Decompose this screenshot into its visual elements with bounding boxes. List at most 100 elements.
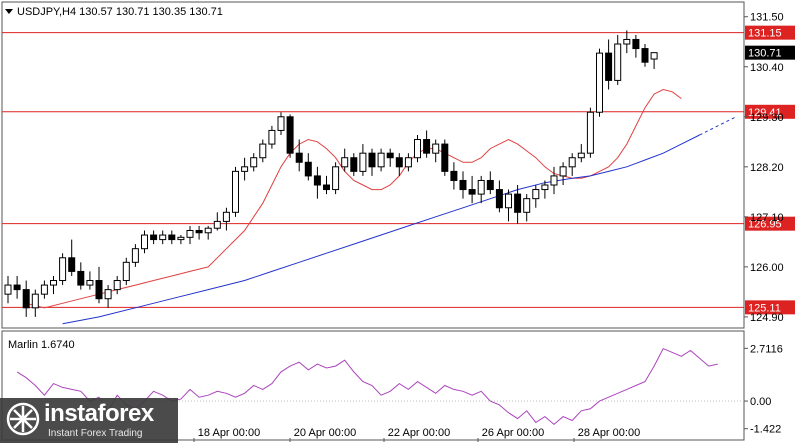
bull-candle: [122, 261, 130, 282]
bear-candle: [68, 257, 76, 272]
bull-candle: [50, 280, 57, 286]
oscillator-axis: 2.7116 0.00 -1.422: [744, 343, 783, 436]
time-tick-label: 22 Apr 00:00: [388, 427, 450, 439]
bull-candle: [623, 38, 631, 45]
bear-candle: [13, 284, 21, 291]
bull-candle: [31, 293, 39, 309]
bear-candle: [386, 152, 394, 159]
bear-candle: [423, 139, 431, 154]
bull-candle: [241, 166, 249, 172]
slow-ma-projection: [699, 116, 737, 136]
current-price-label: 130.71: [748, 48, 782, 60]
bull-candle: [332, 166, 340, 191]
bull-candle: [213, 220, 221, 229]
bull-candle: [596, 52, 603, 113]
bear-candle: [286, 116, 294, 154]
bear-candle: [313, 175, 321, 186]
bull-candle: [432, 143, 440, 154]
price-tick-label: 128.20: [750, 162, 784, 174]
time-tick-label: 20 Apr 00:00: [294, 427, 356, 439]
level-label: 129.41: [748, 107, 782, 119]
bull-candle: [414, 139, 421, 159]
bull-candle: [186, 229, 194, 238]
level-label: 126.95: [748, 219, 782, 231]
bull-candle: [541, 184, 549, 191]
bear-candle: [304, 161, 312, 177]
bull-candle: [477, 179, 485, 195]
bear-candle: [486, 179, 494, 191]
bear-candle: [95, 280, 103, 300]
bear-candle: [150, 234, 158, 241]
bear-candle: [441, 143, 449, 172]
bull-candle: [614, 43, 622, 81]
bull-candle: [277, 116, 285, 131]
bear-candle: [495, 189, 503, 209]
time-axis: 18 Apr 00:00 20 Apr 00:00 22 Apr 00:00 26 A…: [193, 427, 640, 442]
bull-candle: [59, 257, 67, 282]
bear-candle: [468, 189, 476, 195]
bull-candle: [404, 157, 412, 168]
bull-candle: [523, 198, 531, 213]
bear-candle: [641, 48, 649, 63]
price-tick-label: 126.00: [750, 262, 784, 274]
bull-candle: [577, 152, 585, 159]
instaforex-watermark: instaforex Instant Forex Trading: [0, 398, 178, 443]
bull-candle: [113, 280, 121, 291]
oscillator-tick-label: 2.7116: [750, 343, 783, 355]
bull-candle: [550, 175, 558, 186]
symbol-header: USDJPY,H4 130.57 130.71 130.35 130.71: [5, 6, 223, 18]
slow-ma-line: [62, 134, 700, 325]
bull-candle: [131, 248, 139, 263]
level-label-box: [745, 300, 795, 315]
bear-candle: [350, 157, 358, 172]
bull-candle: [141, 234, 148, 250]
horizontal-levels: 131.15 129.41 126.95 125.11 130.71: [2, 25, 795, 315]
symbol-header-text: USDJPY,H4 130.57 130.71 130.35 130.71: [17, 6, 223, 18]
bear-candle: [514, 193, 522, 213]
bear-candle: [459, 179, 467, 191]
bear-candle: [605, 52, 613, 81]
bear-candle: [450, 170, 458, 181]
bear-candle: [168, 234, 176, 241]
bear-candle: [77, 270, 85, 286]
bull-candle: [204, 227, 212, 234]
bear-candle: [368, 152, 376, 168]
bull-candle: [159, 234, 167, 241]
bull-candle: [586, 111, 594, 154]
bear-candle: [22, 289, 30, 309]
level-label-box: [745, 104, 795, 119]
bull-candle: [232, 170, 239, 213]
bull-candle: [268, 129, 276, 145]
bull-candle: [532, 189, 540, 200]
bear-candle: [395, 157, 403, 168]
level-label: 125.11: [748, 302, 781, 314]
bear-candle: [295, 152, 303, 163]
oscillator-tick-label: 0.00: [750, 396, 771, 408]
watermark-tagline: Instant Forex Trading: [48, 428, 143, 439]
bull-candle: [377, 152, 385, 168]
time-tick-label: 18 Apr 00:00: [198, 427, 260, 439]
watermark-name: instaforex: [44, 400, 154, 427]
oscillator-label: Marlin 1.6740: [8, 339, 75, 351]
bull-candle: [4, 284, 12, 295]
time-tick-label: 26 Apr 00:00: [482, 427, 544, 439]
bull-candle: [250, 157, 258, 168]
time-tick-label: 28 Apr 00:00: [578, 427, 640, 439]
price-tick-label: 127.10: [750, 212, 784, 224]
price-tick-label: 131.50: [750, 12, 784, 24]
candlesticks: [4, 30, 658, 317]
current-price-box: [745, 45, 795, 60]
bull-candle: [559, 166, 567, 177]
level-label-box: [745, 25, 795, 40]
dropdown-triangle-icon: [5, 9, 13, 14]
level-label: 131.15: [748, 28, 782, 40]
bull-candle: [259, 143, 267, 159]
bear-candle: [632, 38, 640, 50]
price-tick-label: 129.30: [750, 112, 784, 124]
level-label-box: [745, 216, 795, 231]
bull-candle: [86, 280, 94, 286]
bull-candle: [222, 211, 230, 222]
bull-candle: [177, 236, 185, 241]
price-axis: 131.50 130.40 129.30 128.20 127.10 126.00 124.…: [744, 12, 784, 324]
